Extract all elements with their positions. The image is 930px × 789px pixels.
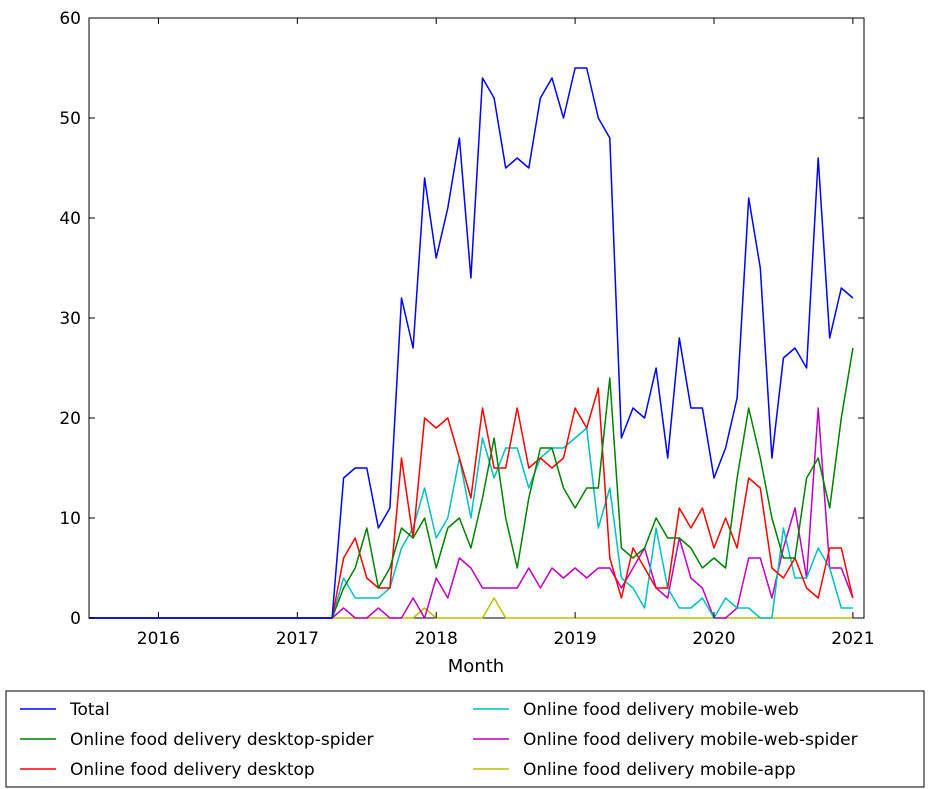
legend-label: Online food delivery mobile-web	[523, 700, 799, 720]
legend-item: Total	[20, 700, 110, 720]
legend-item: Online food delivery desktop	[20, 760, 315, 780]
series-line-total	[89, 67, 854, 619]
legend: Total Online food delivery desktop-spider…	[5, 690, 925, 788]
x-tick-label: 2020	[692, 629, 735, 649]
legend-item: Online food delivery mobile-web	[473, 700, 799, 720]
y-tick-label: 20	[59, 409, 81, 429]
legend-item: Online food delivery mobile-app	[473, 760, 796, 780]
x-tick-label: 2016	[137, 629, 180, 649]
legend-items: Total Online food delivery desktop-spider…	[20, 700, 858, 780]
x-axis-ticks: 2016 2017 2018 2019 2020 2021	[137, 18, 875, 649]
legend-item: Online food delivery mobile-web-spider	[473, 730, 858, 750]
legend-item: Online food delivery desktop-spider	[20, 730, 373, 750]
y-tick-label: 60	[59, 9, 81, 29]
y-tick-label: 10	[59, 509, 81, 529]
x-tick-label: 2019	[553, 629, 596, 649]
y-tick-label: 40	[59, 209, 81, 229]
legend-label: Online food delivery desktop-spider	[70, 730, 373, 750]
y-tick-label: 50	[59, 109, 81, 129]
x-tick-label: 2021	[831, 629, 874, 649]
legend-frame	[5, 690, 925, 788]
x-axis-title: Month	[448, 656, 504, 677]
y-axis-ticks: 0 10 20 30 40 50 60	[59, 9, 864, 629]
y-tick-label: 0	[70, 609, 81, 629]
x-tick-label: 2018	[415, 629, 458, 649]
x-tick-label: 2017	[276, 629, 319, 649]
series-group	[89, 67, 854, 619]
legend-label: Online food delivery desktop	[70, 760, 315, 780]
plot-area: 0 10 20 30 40 50 60 2016 2017 2018 2019 2020 2021	[59, 9, 874, 649]
legend-label: Total	[69, 700, 110, 720]
plot-frame	[88, 17, 865, 619]
y-tick-label: 30	[59, 309, 81, 329]
legend-label: Online food delivery mobile-app	[523, 760, 796, 780]
legend-label: Online food delivery mobile-web-spider	[523, 730, 858, 750]
